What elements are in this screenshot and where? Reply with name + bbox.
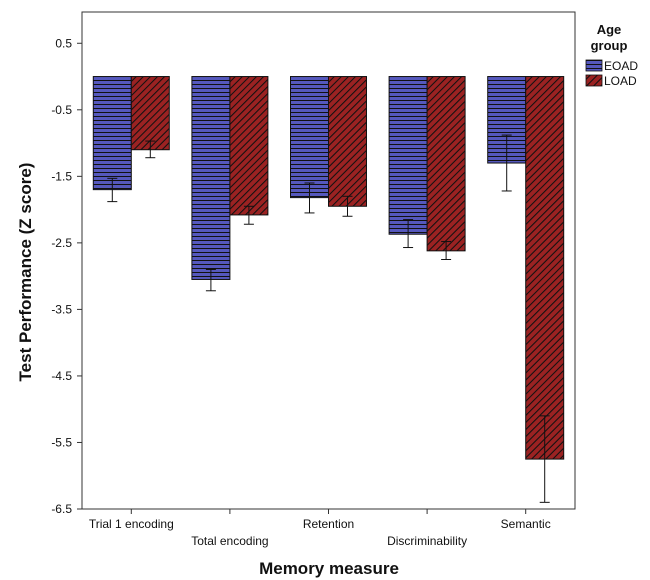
y-axis-title: Test Performance (Z score): [16, 163, 35, 382]
bar-load: [426, 76, 466, 252]
x-tick-label: Trial 1 encoding: [89, 517, 174, 531]
legend-swatch-eoad: [585, 59, 603, 72]
y-tick-label: -5.5: [51, 435, 72, 449]
x-tick-label: Retention: [303, 517, 354, 531]
y-tick-label: -3.5: [51, 302, 72, 316]
legend-title-line2: group: [591, 38, 628, 53]
y-tick-label: -2.5: [51, 236, 72, 250]
bar-load: [525, 76, 565, 460]
legend-label-eoad: EOAD: [604, 59, 638, 73]
bar-load: [328, 76, 367, 207]
x-tick-label: Discriminability: [387, 534, 467, 548]
x-tick-label: Semantic: [501, 517, 551, 531]
bar-eoad: [191, 76, 231, 280]
legend: Age group EOAD LOAD: [585, 22, 638, 88]
y-axis: 0.5 -0.5 -1.5 -2.5 -3.5 -4.5 -5.5 -6.5: [51, 36, 82, 516]
bars: [92, 76, 565, 460]
x-axis-title: Memory measure: [259, 559, 399, 578]
y-tick-label: 0.5: [55, 36, 72, 50]
bar-load: [229, 76, 269, 216]
y-tick-label: -0.5: [51, 103, 72, 117]
y-tick-label: -1.5: [51, 169, 72, 183]
bar-eoad: [290, 76, 329, 199]
y-tick-label: -4.5: [51, 369, 72, 383]
legend-swatch-load: [585, 74, 603, 87]
bar-load: [130, 76, 170, 151]
x-axis: Trial 1 encoding Total encoding Retention D…: [89, 509, 551, 548]
error-bars: [107, 134, 550, 503]
legend-title-line1: Age: [597, 22, 622, 37]
x-tick-label: Total encoding: [191, 534, 268, 548]
bar-eoad: [92, 76, 132, 191]
legend-label-load: LOAD: [604, 74, 637, 88]
y-tick-label: -6.5: [51, 502, 72, 516]
bar-eoad: [388, 76, 428, 235]
